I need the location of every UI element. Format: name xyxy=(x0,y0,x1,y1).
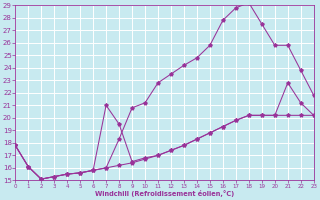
X-axis label: Windchill (Refroidissement éolien,°C): Windchill (Refroidissement éolien,°C) xyxy=(95,190,234,197)
